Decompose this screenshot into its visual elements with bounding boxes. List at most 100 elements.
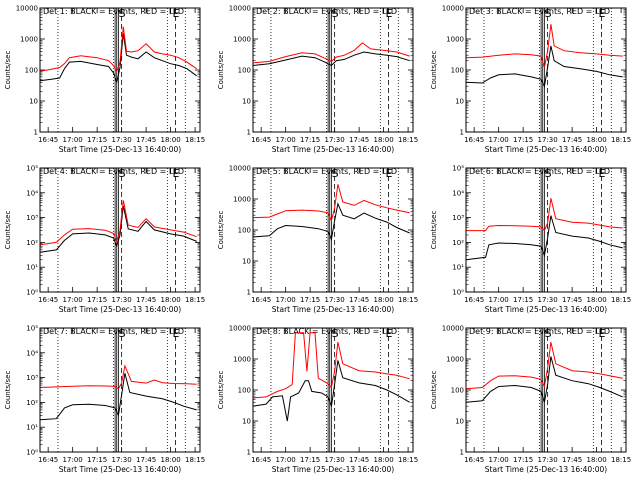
y-tick-label: 1000 — [233, 196, 251, 204]
series-line-events — [252, 51, 410, 67]
end-marker-label: E — [386, 167, 393, 180]
y-tick-label: 1 — [460, 129, 464, 137]
plot-frame — [39, 327, 201, 453]
x-tick-label: 17:45 — [136, 136, 156, 144]
y-tick-label: 1000 — [446, 36, 464, 44]
plot-frame — [252, 327, 414, 453]
x-axis-label: Start Time (25-Dec-13 16:40:00) — [59, 465, 181, 474]
end-marker-label: E — [173, 167, 180, 180]
start-marker-label: S — [545, 7, 552, 20]
y-tick-label: 10000 — [229, 165, 251, 173]
x-tick-label: 17:30 — [112, 296, 132, 304]
series-line-lld — [466, 198, 623, 232]
y-tick-label: 10⁰ — [26, 449, 38, 457]
start-marker-label: S — [545, 167, 552, 180]
chart-panel-3: Det 3: BLACK = Events, RED = LLDCounts/s… — [430, 5, 631, 155]
x-tick-label: 17:00 — [276, 456, 296, 464]
y-tick-label: 100 — [238, 227, 251, 235]
x-tick-label: 17:45 — [562, 136, 582, 144]
x-tick-label: 18:15 — [398, 136, 418, 144]
x-tick-label: 17:00 — [489, 456, 509, 464]
y-tick-label: 1000 — [233, 36, 251, 44]
x-tick-label: 18:00 — [161, 296, 181, 304]
x-tick-label: 16:45 — [38, 296, 58, 304]
chart-panel-8: Det 8: BLACK = Events, RED = LLDCounts/s… — [217, 325, 418, 475]
start-marker-label: S — [545, 327, 552, 340]
x-tick-label: 17:30 — [538, 296, 558, 304]
chart-panel-5: Det 5: BLACK = Events, RED = LLDCounts/s… — [217, 165, 418, 315]
start-marker-label: S — [119, 7, 126, 20]
y-tick-label: 10000 — [16, 5, 38, 13]
x-tick-label: 16:45 — [251, 456, 271, 464]
y-tick-label: 100 — [25, 67, 38, 75]
x-tick-label: 16:45 — [251, 296, 271, 304]
x-tick-label: 16:45 — [464, 456, 484, 464]
x-tick-label: 17:00 — [63, 136, 83, 144]
chart-panel-4: Det 4: BLACK = Events, RED = LLDCounts/s… — [4, 165, 205, 315]
x-tick-label: 17:30 — [112, 456, 132, 464]
y-tick-label: 10 — [242, 258, 251, 266]
x-tick-label: 17:00 — [63, 456, 83, 464]
x-tick-label: 18:15 — [398, 296, 418, 304]
end-marker-label: E — [386, 7, 393, 20]
x-axis-label: Start Time (25-Dec-13 16:40:00) — [485, 465, 607, 474]
plot-frame — [252, 167, 414, 293]
chart-panel-1: Det 1: BLACK = Events, RED = LLDCounts/s… — [4, 5, 205, 155]
y-tick-label: 10 — [455, 418, 464, 426]
x-tick-label: 18:15 — [185, 136, 205, 144]
x-tick-label: 17:30 — [325, 456, 345, 464]
plot-frame — [252, 7, 414, 133]
x-tick-label: 17:45 — [349, 296, 369, 304]
x-tick-label: 17:30 — [325, 136, 345, 144]
y-tick-label: 10¹ — [26, 264, 38, 272]
chart-panel-2: Det 2: BLACK = Events, RED = LLDCounts/s… — [217, 5, 418, 155]
y-tick-label: 100 — [451, 387, 464, 395]
x-tick-label: 17:30 — [112, 136, 132, 144]
y-tick-label: 1000 — [233, 356, 251, 364]
y-tick-label: 1 — [247, 449, 251, 457]
x-tick-label: 17:15 — [513, 136, 533, 144]
x-tick-label: 17:00 — [489, 136, 509, 144]
y-tick-label: 10 — [242, 98, 251, 106]
x-tick-label: 18:00 — [587, 456, 607, 464]
x-tick-label: 17:00 — [63, 296, 83, 304]
y-axis-label: Counts/sec — [4, 211, 12, 250]
chart-panel-6: Det 6: BLACK = Events, RED = LLDCounts/s… — [430, 165, 631, 315]
x-axis-label: Start Time (25-Dec-13 16:40:00) — [59, 145, 181, 154]
x-tick-label: 16:45 — [464, 296, 484, 304]
x-tick-label: 17:45 — [136, 456, 156, 464]
y-axis-label: Counts/sec — [4, 371, 12, 410]
y-axis-label: Counts/sec — [430, 211, 438, 250]
end-marker-label: E — [173, 7, 180, 20]
x-tick-label: 16:45 — [38, 456, 58, 464]
y-tick-label: 10000 — [442, 325, 464, 333]
y-axis-label: Counts/sec — [430, 51, 438, 90]
y-tick-label: 10² — [26, 239, 38, 247]
x-tick-label: 18:00 — [161, 136, 181, 144]
x-tick-label: 17:15 — [300, 296, 320, 304]
y-tick-label: 10 — [242, 418, 251, 426]
series-line-events — [252, 202, 410, 242]
x-tick-label: 18:00 — [374, 296, 394, 304]
x-tick-label: 17:45 — [349, 456, 369, 464]
x-tick-label: 17:45 — [136, 296, 156, 304]
x-tick-label: 17:45 — [562, 296, 582, 304]
x-tick-label: 18:15 — [185, 456, 205, 464]
chart-panel-9: Det 9: BLACK = Events, RED = LLDCounts/s… — [430, 325, 631, 475]
x-tick-label: 17:15 — [87, 456, 107, 464]
x-tick-label: 18:15 — [398, 456, 418, 464]
plot-frame — [39, 7, 201, 133]
y-tick-label: 10² — [26, 399, 38, 407]
y-tick-label: 100 — [238, 387, 251, 395]
y-tick-label: 10 — [455, 98, 464, 106]
series-line-lld — [252, 184, 410, 223]
series-line-events — [252, 360, 410, 422]
y-tick-label: 10³ — [26, 374, 38, 382]
plot-frame — [465, 167, 627, 293]
series-line-events — [465, 45, 623, 88]
series-line-lld — [465, 24, 623, 68]
end-marker-label: E — [599, 7, 606, 20]
x-axis-label: Start Time (25-Dec-13 16:40:00) — [59, 305, 181, 314]
